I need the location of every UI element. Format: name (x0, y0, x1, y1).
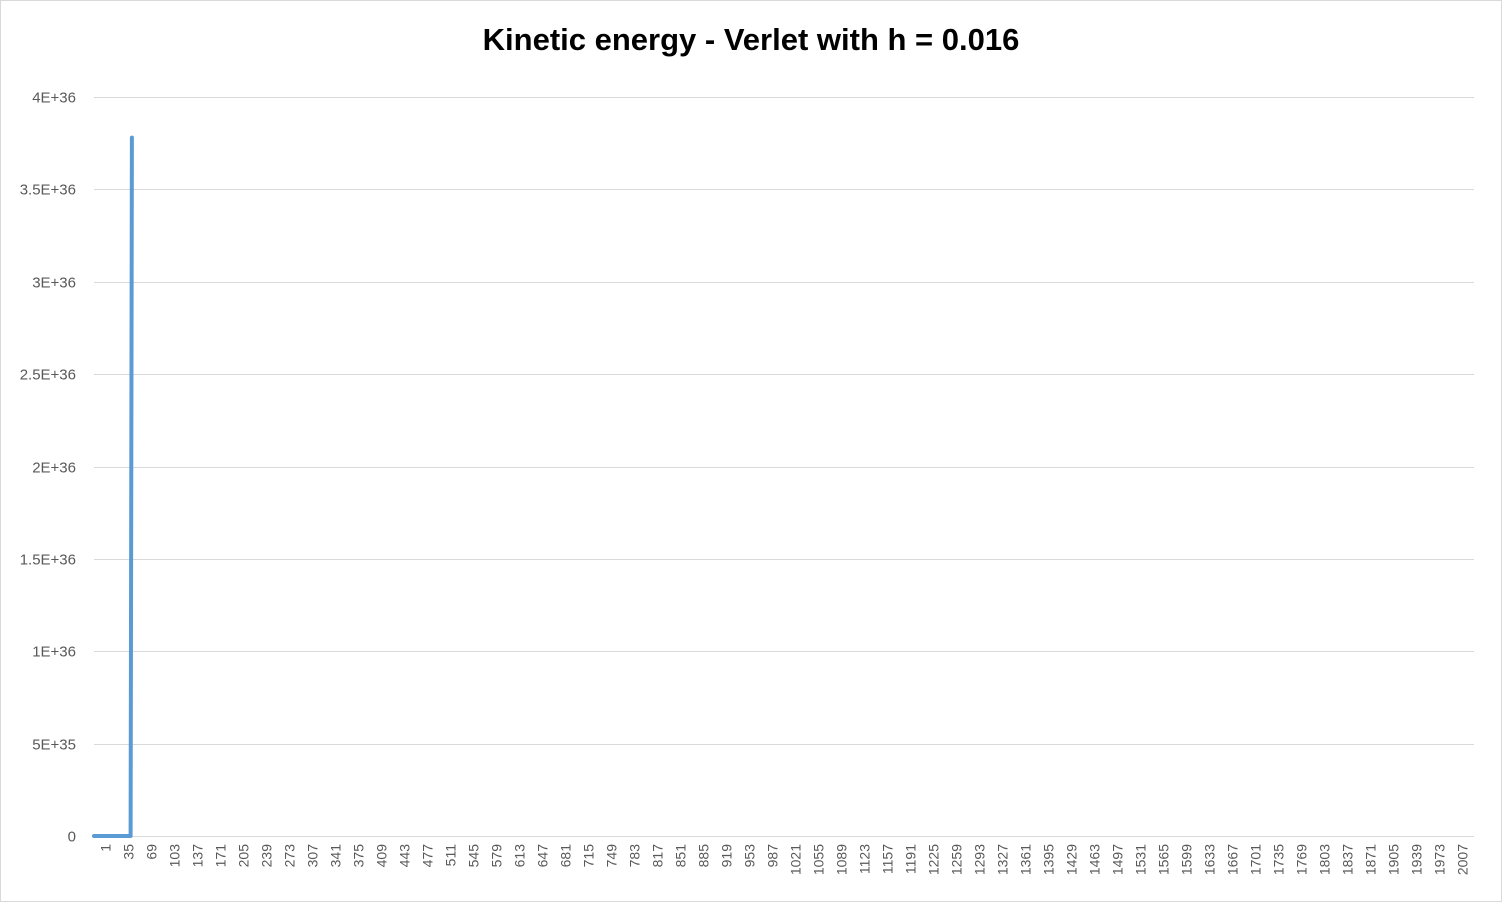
x-tick-label: 987 (765, 844, 781, 868)
x-tick-label: 1769 (1294, 844, 1310, 875)
x-tick-label: 953 (742, 844, 758, 868)
x-tick-label: 715 (581, 844, 597, 868)
x-tick-label: 885 (696, 844, 712, 868)
x-tick-label: 409 (374, 844, 390, 868)
x-tick-label: 1837 (1340, 844, 1356, 875)
x-tick-label: 1463 (1087, 844, 1103, 875)
x-tick-label: 1939 (1409, 844, 1425, 875)
x-tick-label: 477 (420, 844, 436, 868)
y-tick-label: 4E+36 (32, 90, 76, 107)
x-tick-label: 783 (627, 844, 643, 868)
x-tick-label: 1803 (1317, 844, 1333, 875)
x-tick-label: 1327 (995, 844, 1011, 875)
x-tick-label: 1395 (1041, 844, 1057, 875)
x-axis-ticks: 1 35 69 103 137 171 205 239 273 307 341 375 409 443 47… (98, 844, 1471, 875)
x-tick-label: 613 (512, 844, 528, 868)
x-tick-label: 1021 (788, 844, 804, 875)
x-tick-label: 647 (535, 844, 551, 868)
x-tick-label: 1735 (1271, 844, 1287, 875)
y-tick-label: 3.5E+36 (20, 182, 76, 199)
x-tick-label: 919 (719, 844, 735, 868)
x-tick-label: 1055 (811, 844, 827, 875)
chart-title: Kinetic energy - Verlet with h = 0.016 (482, 22, 1020, 57)
x-tick-label: 749 (604, 844, 620, 868)
x-tick-label: 69 (144, 844, 160, 860)
x-tick-label: 1667 (1225, 844, 1241, 875)
x-tick-label: 1565 (1156, 844, 1172, 875)
x-tick-label: 851 (673, 844, 689, 868)
x-tick-label: 1157 (880, 844, 896, 874)
x-tick-label: 1 (98, 844, 114, 852)
x-tick-label: 1701 (1248, 844, 1264, 875)
x-tick-label: 273 (282, 844, 298, 868)
x-tick-label: 579 (489, 844, 505, 868)
x-tick-label: 1497 (1110, 844, 1126, 875)
gridlines (94, 97, 1474, 745)
y-tick-label: 1.5E+36 (20, 552, 76, 569)
x-tick-label: 375 (351, 844, 367, 868)
x-tick-label: 1871 (1363, 844, 1379, 875)
x-tick-label: 1361 (1018, 844, 1034, 875)
x-tick-label: 1123 (857, 844, 873, 874)
x-tick-label: 1429 (1064, 844, 1080, 875)
x-tick-label: 2007 (1455, 844, 1471, 875)
series-layer (92, 135, 134, 838)
x-tick-label: 341 (328, 844, 344, 868)
x-tick-label: 1633 (1202, 844, 1218, 875)
x-tick-label: 171 (213, 844, 229, 868)
x-tick-label: 1973 (1432, 844, 1448, 875)
x-tick-label: 103 (167, 844, 183, 868)
y-tick-label: 3E+36 (32, 275, 76, 292)
x-tick-label: 1089 (834, 844, 850, 875)
x-tick-label: 817 (650, 844, 666, 868)
x-tick-label: 239 (259, 844, 275, 868)
x-tick-label: 545 (466, 844, 482, 868)
x-tick-label: 1259 (949, 844, 965, 875)
x-tick-label: 1293 (972, 844, 988, 875)
y-axis-ticks: 0 5E+35 1E+36 1.5E+36 2E+36 2.5E+36 3E+36 3.5E+… (20, 90, 76, 846)
x-tick-label: 1225 (926, 844, 942, 875)
x-tick-label: 443 (397, 844, 413, 868)
x-tick-label: 1599 (1179, 844, 1195, 875)
y-tick-label: 2E+36 (32, 460, 76, 477)
y-tick-label: 2.5E+36 (20, 367, 76, 384)
series-line-0 (92, 135, 134, 838)
y-tick-label: 0 (68, 829, 76, 846)
x-tick-label: 307 (305, 844, 321, 868)
x-tick-label: 511 (443, 844, 459, 867)
x-tick-label: 1191 (903, 844, 919, 874)
x-tick-label: 1531 (1133, 844, 1149, 875)
x-tick-label: 1905 (1386, 844, 1402, 875)
x-tick-label: 137 (190, 844, 206, 868)
x-tick-label: 205 (236, 844, 252, 868)
y-tick-label: 1E+36 (32, 644, 76, 661)
y-tick-label: 5E+35 (32, 737, 76, 754)
x-tick-label: 681 (558, 844, 574, 868)
x-tick-label: 35 (121, 844, 137, 860)
